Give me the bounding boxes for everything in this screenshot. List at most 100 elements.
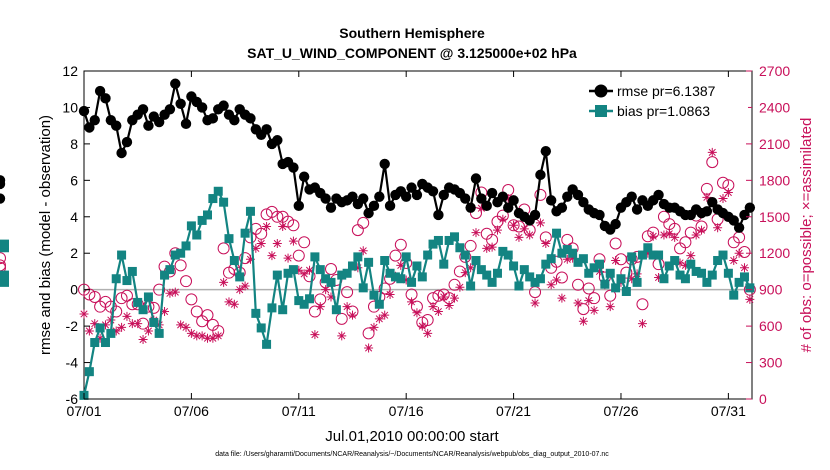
obs-assimilated-point <box>670 232 680 242</box>
obs-possible-point <box>174 259 187 272</box>
obs-assimilated-point <box>326 292 336 302</box>
obs-possible-point <box>572 278 585 291</box>
obs-assimilated-point <box>476 203 486 213</box>
obs-assimilated-point <box>213 331 223 341</box>
obs-assimilated-point <box>197 331 207 341</box>
obs-assimilated-point <box>321 285 331 295</box>
bias-point <box>229 256 239 266</box>
bias-point <box>503 250 513 260</box>
bias-point <box>278 305 288 315</box>
rmse-point <box>400 191 412 202</box>
obs-assimilated-point <box>654 273 664 283</box>
bias-point <box>697 268 707 278</box>
obs-count-layer <box>0 147 756 353</box>
rmse-point <box>0 175 6 186</box>
y2-tick-label: 600 <box>759 318 783 334</box>
rmse-point <box>503 202 514 213</box>
bias-point <box>573 257 583 267</box>
bias-point <box>723 268 733 278</box>
y2-axis-label: # of obs: o=possible; ×=assimilated <box>798 118 815 353</box>
bias-point <box>208 194 218 204</box>
obs-assimilated-point <box>729 256 739 266</box>
rmse-point <box>465 202 476 213</box>
y-tick-label: 12 <box>62 63 78 79</box>
obs-assimilated-point <box>310 330 320 340</box>
obs-assimilated-point <box>369 322 379 332</box>
rmse-point <box>0 193 6 204</box>
obs-assimilated-point <box>552 275 562 285</box>
obs-assimilated-point <box>288 236 298 246</box>
bias-point <box>245 206 255 216</box>
rmse-point <box>594 209 605 221</box>
obs-assimilated-point <box>707 147 717 157</box>
bias-point <box>283 268 293 278</box>
obs-assimilated-point <box>143 326 153 336</box>
bias-point <box>256 323 266 333</box>
bias-point <box>691 266 701 276</box>
bias-point <box>466 281 476 291</box>
bias-point <box>374 299 384 309</box>
obs-assimilated-point <box>417 321 427 331</box>
obs-assimilated-point <box>428 302 438 312</box>
obs-assimilated-point <box>482 243 492 253</box>
obs-possible-point <box>153 283 166 296</box>
bias-point <box>718 250 728 260</box>
rmse-point <box>89 115 100 126</box>
bias-point <box>530 277 540 287</box>
y2-tick-label: 1800 <box>759 172 790 188</box>
obs-assimilated-point <box>380 310 390 320</box>
obs-possible-point <box>201 309 214 322</box>
bias-point <box>562 245 572 255</box>
obs-assimilated-point <box>111 326 121 336</box>
obs-assimilated-point <box>594 266 604 276</box>
obs-assimilated-point <box>466 263 476 273</box>
obs-assimilated-point <box>79 309 89 319</box>
obs-assimilated-point <box>396 260 406 270</box>
obs-possible-point <box>464 239 477 252</box>
legend: rmse pr=6.1387 bias pr=1.0863 <box>584 78 748 124</box>
bias-point <box>412 261 422 271</box>
bias-point <box>605 268 615 278</box>
obs-assimilated-point <box>127 319 137 329</box>
obs-assimilated-point <box>133 319 143 329</box>
rmse-point <box>111 120 122 131</box>
bias-point <box>84 367 94 377</box>
bias-point <box>552 228 562 238</box>
bias-point <box>170 250 180 260</box>
obs-possible-point <box>341 286 354 299</box>
obs-possible-point <box>83 288 96 301</box>
rmse-point <box>481 200 492 212</box>
obs-possible-point <box>271 210 284 223</box>
rmse-point <box>196 102 208 113</box>
bias-point <box>181 241 191 251</box>
bias-point <box>433 235 443 245</box>
bias-point <box>100 338 110 348</box>
obs-assimilated-point <box>541 239 551 249</box>
x-axis-label: Jul.01,2010 00:00:00 start <box>325 428 499 445</box>
rmse-point <box>143 120 154 131</box>
legend-box <box>584 78 748 124</box>
obs-assimilated-point <box>90 319 100 329</box>
rmse-point <box>497 191 509 202</box>
obs-possible-point <box>298 236 311 249</box>
obs-possible-point <box>0 252 6 265</box>
obs-assimilated-point <box>203 333 213 343</box>
obs-assimilated-point <box>675 258 685 268</box>
bias-point <box>251 308 261 318</box>
obs-possible-point <box>679 236 692 249</box>
obs-assimilated-point <box>697 225 707 235</box>
obs-assimilated-point <box>170 287 180 297</box>
obs-assimilated-point <box>573 298 583 308</box>
bias-point <box>509 261 519 271</box>
y-tick-label: -4 <box>66 355 79 371</box>
obs-assimilated-point <box>713 223 723 233</box>
obs-assimilated-point <box>165 288 175 298</box>
bias-point <box>476 265 486 275</box>
obs-possible-point <box>287 219 300 232</box>
bias-point <box>127 266 137 276</box>
bias-point <box>670 256 680 266</box>
y-tick-label: 2 <box>70 245 78 261</box>
bias-point <box>637 250 647 260</box>
obs-possible-point <box>110 305 123 318</box>
